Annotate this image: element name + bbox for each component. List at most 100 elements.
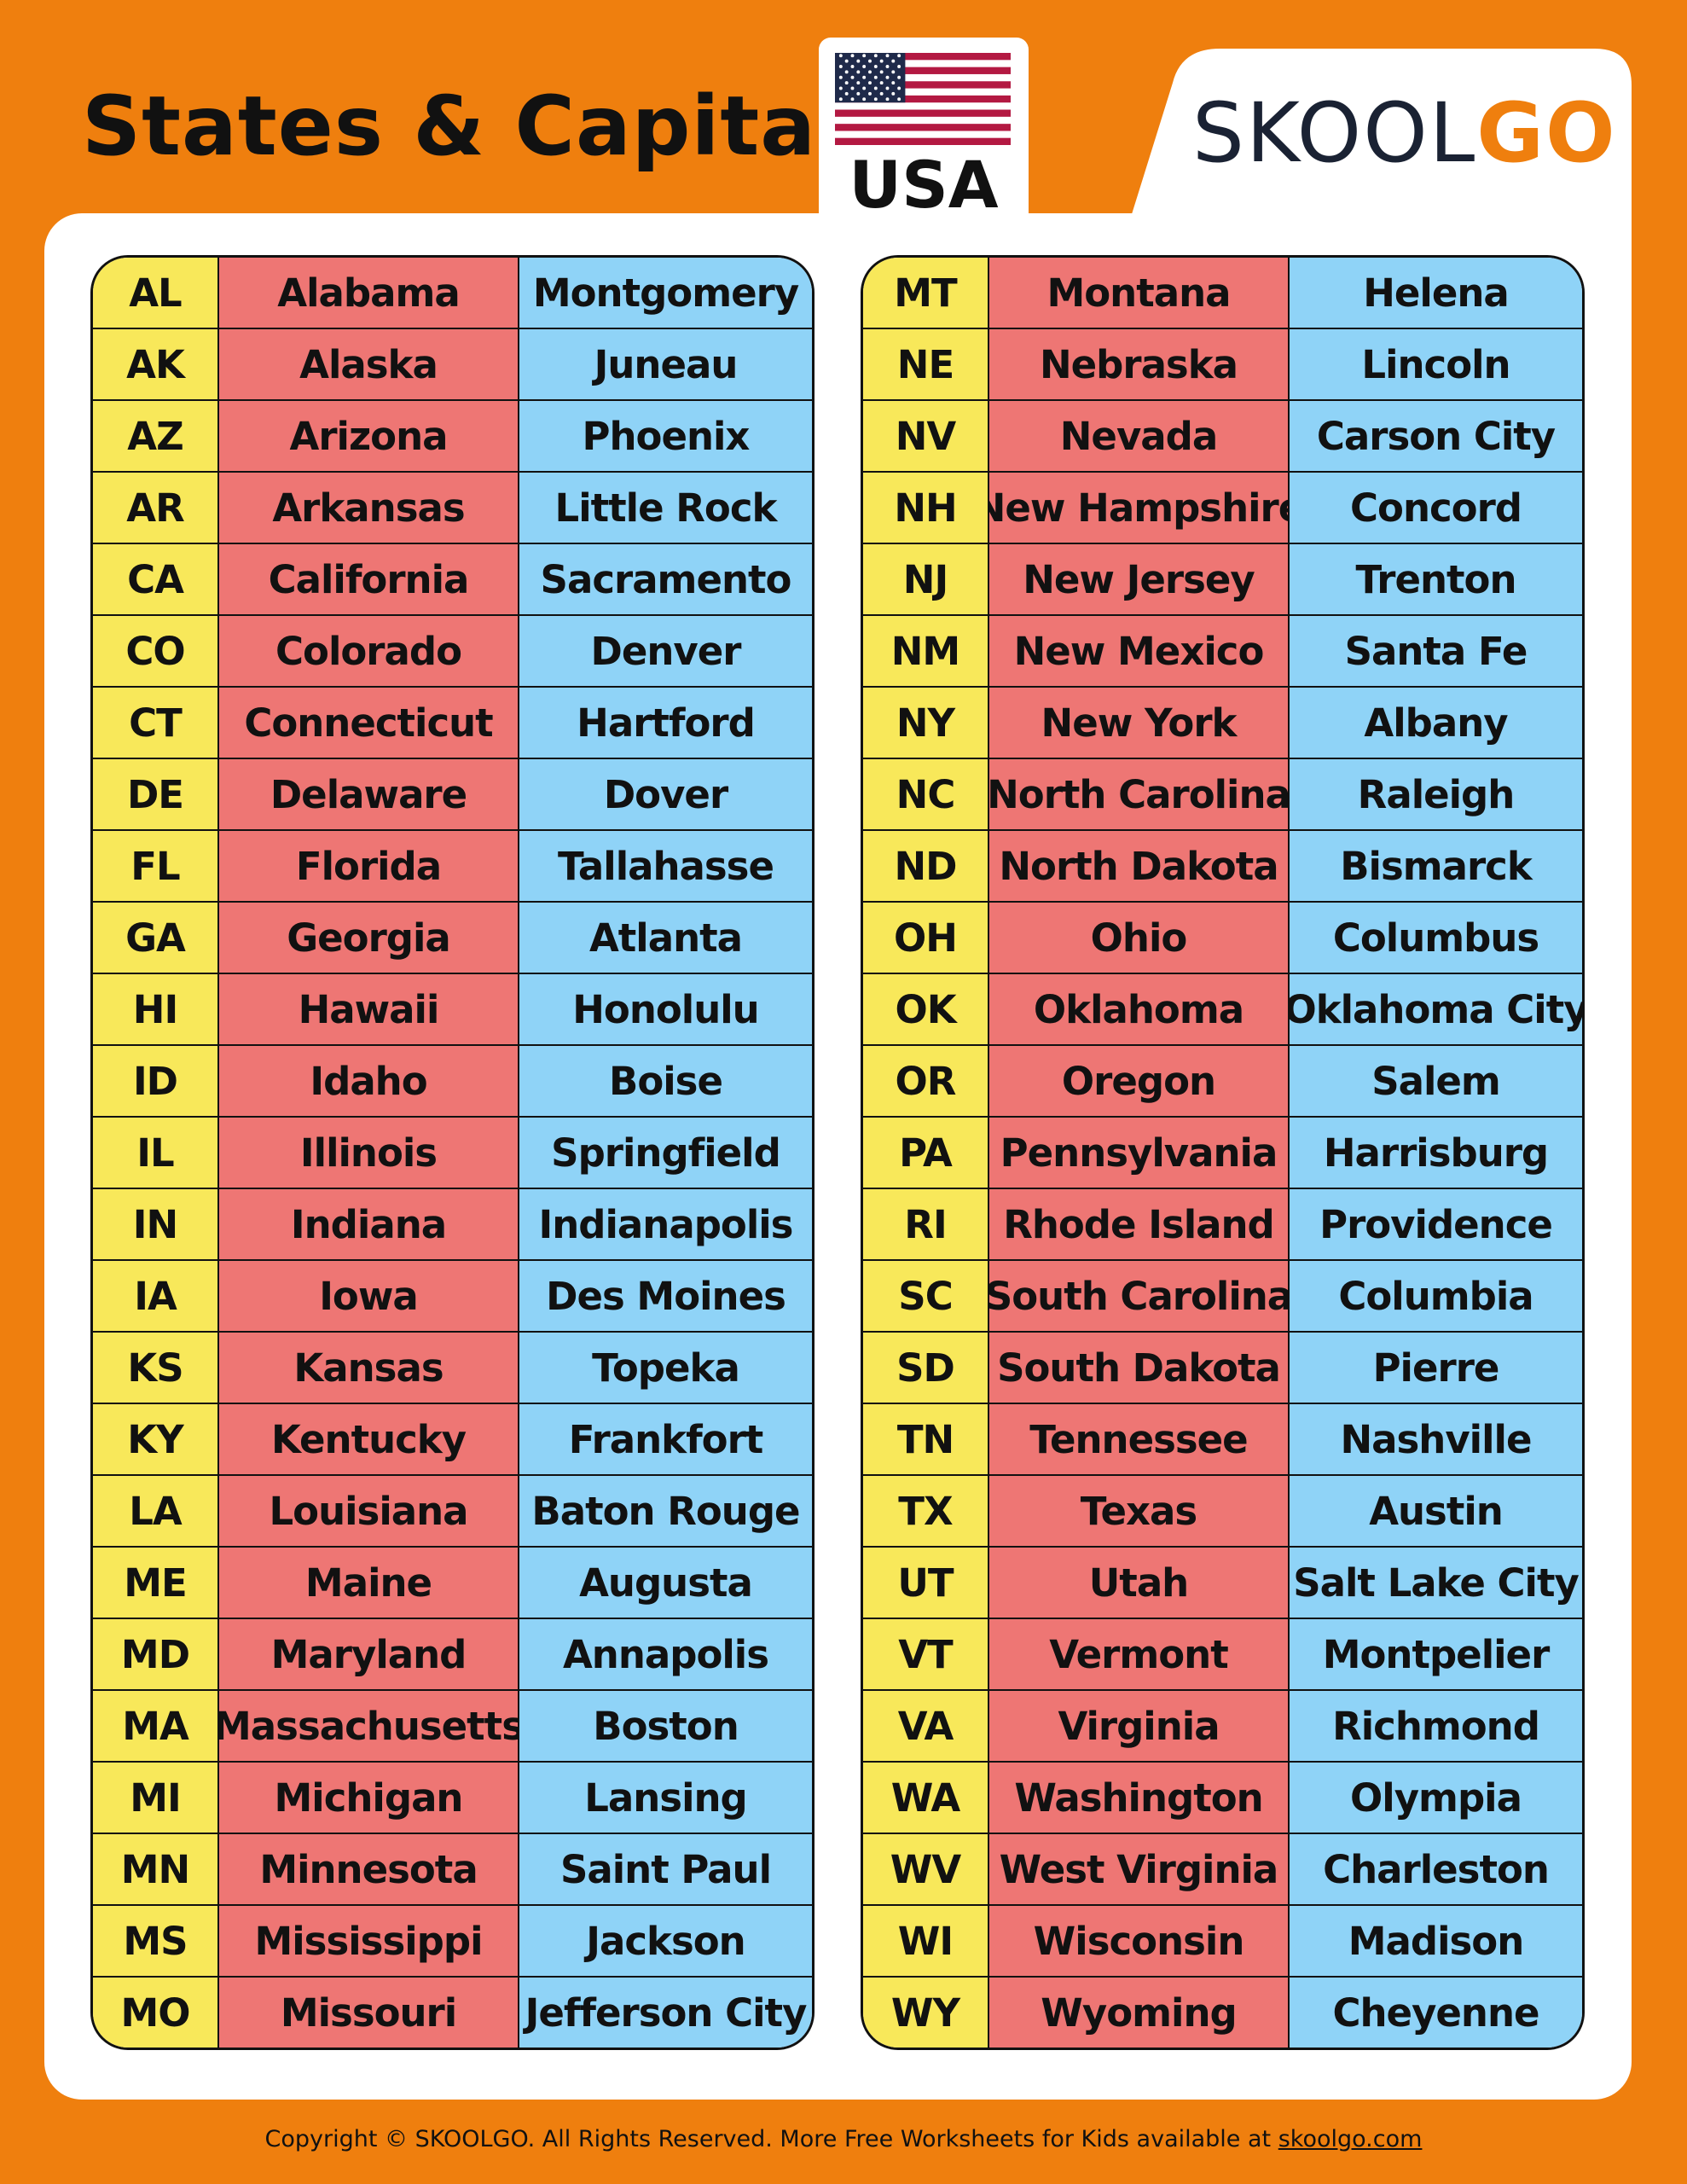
state-abbreviation: MI [93,1763,219,1833]
state-row: OR Oregon Salem [863,1046,1582,1118]
state-row: WI Wisconsin Madison [863,1906,1582,1978]
state-capital: Harrisburg [1290,1118,1582,1188]
state-abbreviation: MN [93,1834,219,1904]
state-name: North Carolina [989,759,1290,829]
state-row: VT Vermont Montpelier [863,1619,1582,1691]
state-row: AR Arkansas Little Rock [93,473,812,544]
state-abbreviation: LA [93,1476,219,1546]
state-capital: Columbus [1290,903,1582,973]
state-row: SD South Dakota Pierre [863,1333,1582,1404]
footer: Copyright © SKOOLGO. All Rights Reserved… [0,2126,1687,2152]
state-abbreviation: VT [863,1619,989,1689]
state-abbreviation: NV [863,401,989,471]
state-name: Ohio [989,903,1290,973]
state-name: Kentucky [219,1404,519,1474]
state-name: Montana [989,258,1290,328]
state-abbreviation: AK [93,329,219,399]
state-abbreviation: MT [863,258,989,328]
state-abbreviation: SD [863,1333,989,1403]
state-capital: Raleigh [1290,759,1582,829]
state-abbreviation: NJ [863,544,989,614]
state-abbreviation: WY [863,1978,989,2048]
state-capital: Jackson [519,1906,812,1976]
state-row: IA Iowa Des Moines [93,1261,812,1333]
state-name: New Mexico [989,616,1290,686]
state-abbreviation: ID [93,1046,219,1116]
state-name: Washington [989,1763,1290,1833]
state-abbreviation: MS [93,1906,219,1976]
state-abbreviation: OK [863,974,989,1044]
state-capital: Sacramento [519,544,812,614]
state-row: WY Wyoming Cheyenne [863,1978,1582,2048]
state-name: Arizona [219,401,519,471]
state-row: AK Alaska Juneau [93,329,812,401]
state-name: Rhode Island [989,1189,1290,1259]
state-name: Nebraska [989,329,1290,399]
state-capital: Madison [1290,1906,1582,1976]
state-abbreviation: CT [93,688,219,758]
state-capital: Pierre [1290,1333,1582,1403]
state-abbreviation: OH [863,903,989,973]
skoolgo-logo: SKOOLGO [1192,85,1617,181]
state-row: MI Michigan Lansing [93,1763,812,1834]
state-name: Wyoming [989,1978,1290,2048]
state-capital: Charleston [1290,1834,1582,1904]
state-row: OH Ohio Columbus [863,903,1582,974]
state-row: NJ New Jersey Trenton [863,544,1582,616]
state-capital: Richmond [1290,1691,1582,1761]
state-capital: Annapolis [519,1619,812,1689]
state-name: Mississippi [219,1906,519,1976]
state-row: NM New Mexico Santa Fe [863,616,1582,688]
state-abbreviation: MD [93,1619,219,1689]
state-name: Oklahoma [989,974,1290,1044]
state-capital: Saint Paul [519,1834,812,1904]
state-name: Massachusetts [219,1691,519,1761]
state-row: GA Georgia Atlanta [93,903,812,974]
state-name: South Carolina [989,1261,1290,1331]
state-row: SC South Carolina Columbia [863,1261,1582,1333]
state-row: PA Pennsylvania Harrisburg [863,1118,1582,1189]
state-capital: Carson City [1290,401,1582,471]
state-abbreviation: AR [93,473,219,543]
state-capital: Augusta [519,1548,812,1618]
state-name: Pennsylvania [989,1118,1290,1188]
state-name: West Virginia [989,1834,1290,1904]
state-row: WA Washington Olympia [863,1763,1582,1834]
state-row: CA California Sacramento [93,544,812,616]
state-capital: Indianapolis [519,1189,812,1259]
state-name: South Dakota [989,1333,1290,1403]
state-row: IL Illinois Springfield [93,1118,812,1189]
state-abbreviation: FL [93,831,219,901]
state-row: MT Montana Helena [863,258,1582,329]
state-name: California [219,544,519,614]
state-capital: Trenton [1290,544,1582,614]
state-capital: Albany [1290,688,1582,758]
state-row: MS Mississippi Jackson [93,1906,812,1978]
state-capital: Salem [1290,1046,1582,1116]
state-abbreviation: WV [863,1834,989,1904]
state-name: Hawaii [219,974,519,1044]
skoolgo-link[interactable]: skoolgo.com [1278,2126,1423,2152]
flag-label: USA [849,147,999,223]
state-abbreviation: TX [863,1476,989,1546]
state-name: Louisiana [219,1476,519,1546]
state-abbreviation: AL [93,258,219,328]
state-abbreviation: CO [93,616,219,686]
usa-flag-icon [835,53,1011,145]
state-row: TX Texas Austin [863,1476,1582,1548]
state-name: Minnesota [219,1834,519,1904]
state-abbreviation: MO [93,1978,219,2048]
state-row: MA Massachusetts Boston [93,1691,812,1763]
state-capital: Topeka [519,1333,812,1403]
state-capital: Denver [519,616,812,686]
state-name: Utah [989,1548,1290,1618]
state-abbreviation: CA [93,544,219,614]
flag-tab: USA [819,38,1029,242]
state-row: OK Oklahoma Oklahoma City [863,974,1582,1046]
page-title: States & Capitals [82,78,896,174]
state-capital: Olympia [1290,1763,1582,1833]
state-row: WV West Virginia Charleston [863,1834,1582,1906]
copyright-text: Copyright © SKOOLGO. All Rights Reserved… [264,2126,1278,2152]
state-name: Nevada [989,401,1290,471]
state-abbreviation: NC [863,759,989,829]
